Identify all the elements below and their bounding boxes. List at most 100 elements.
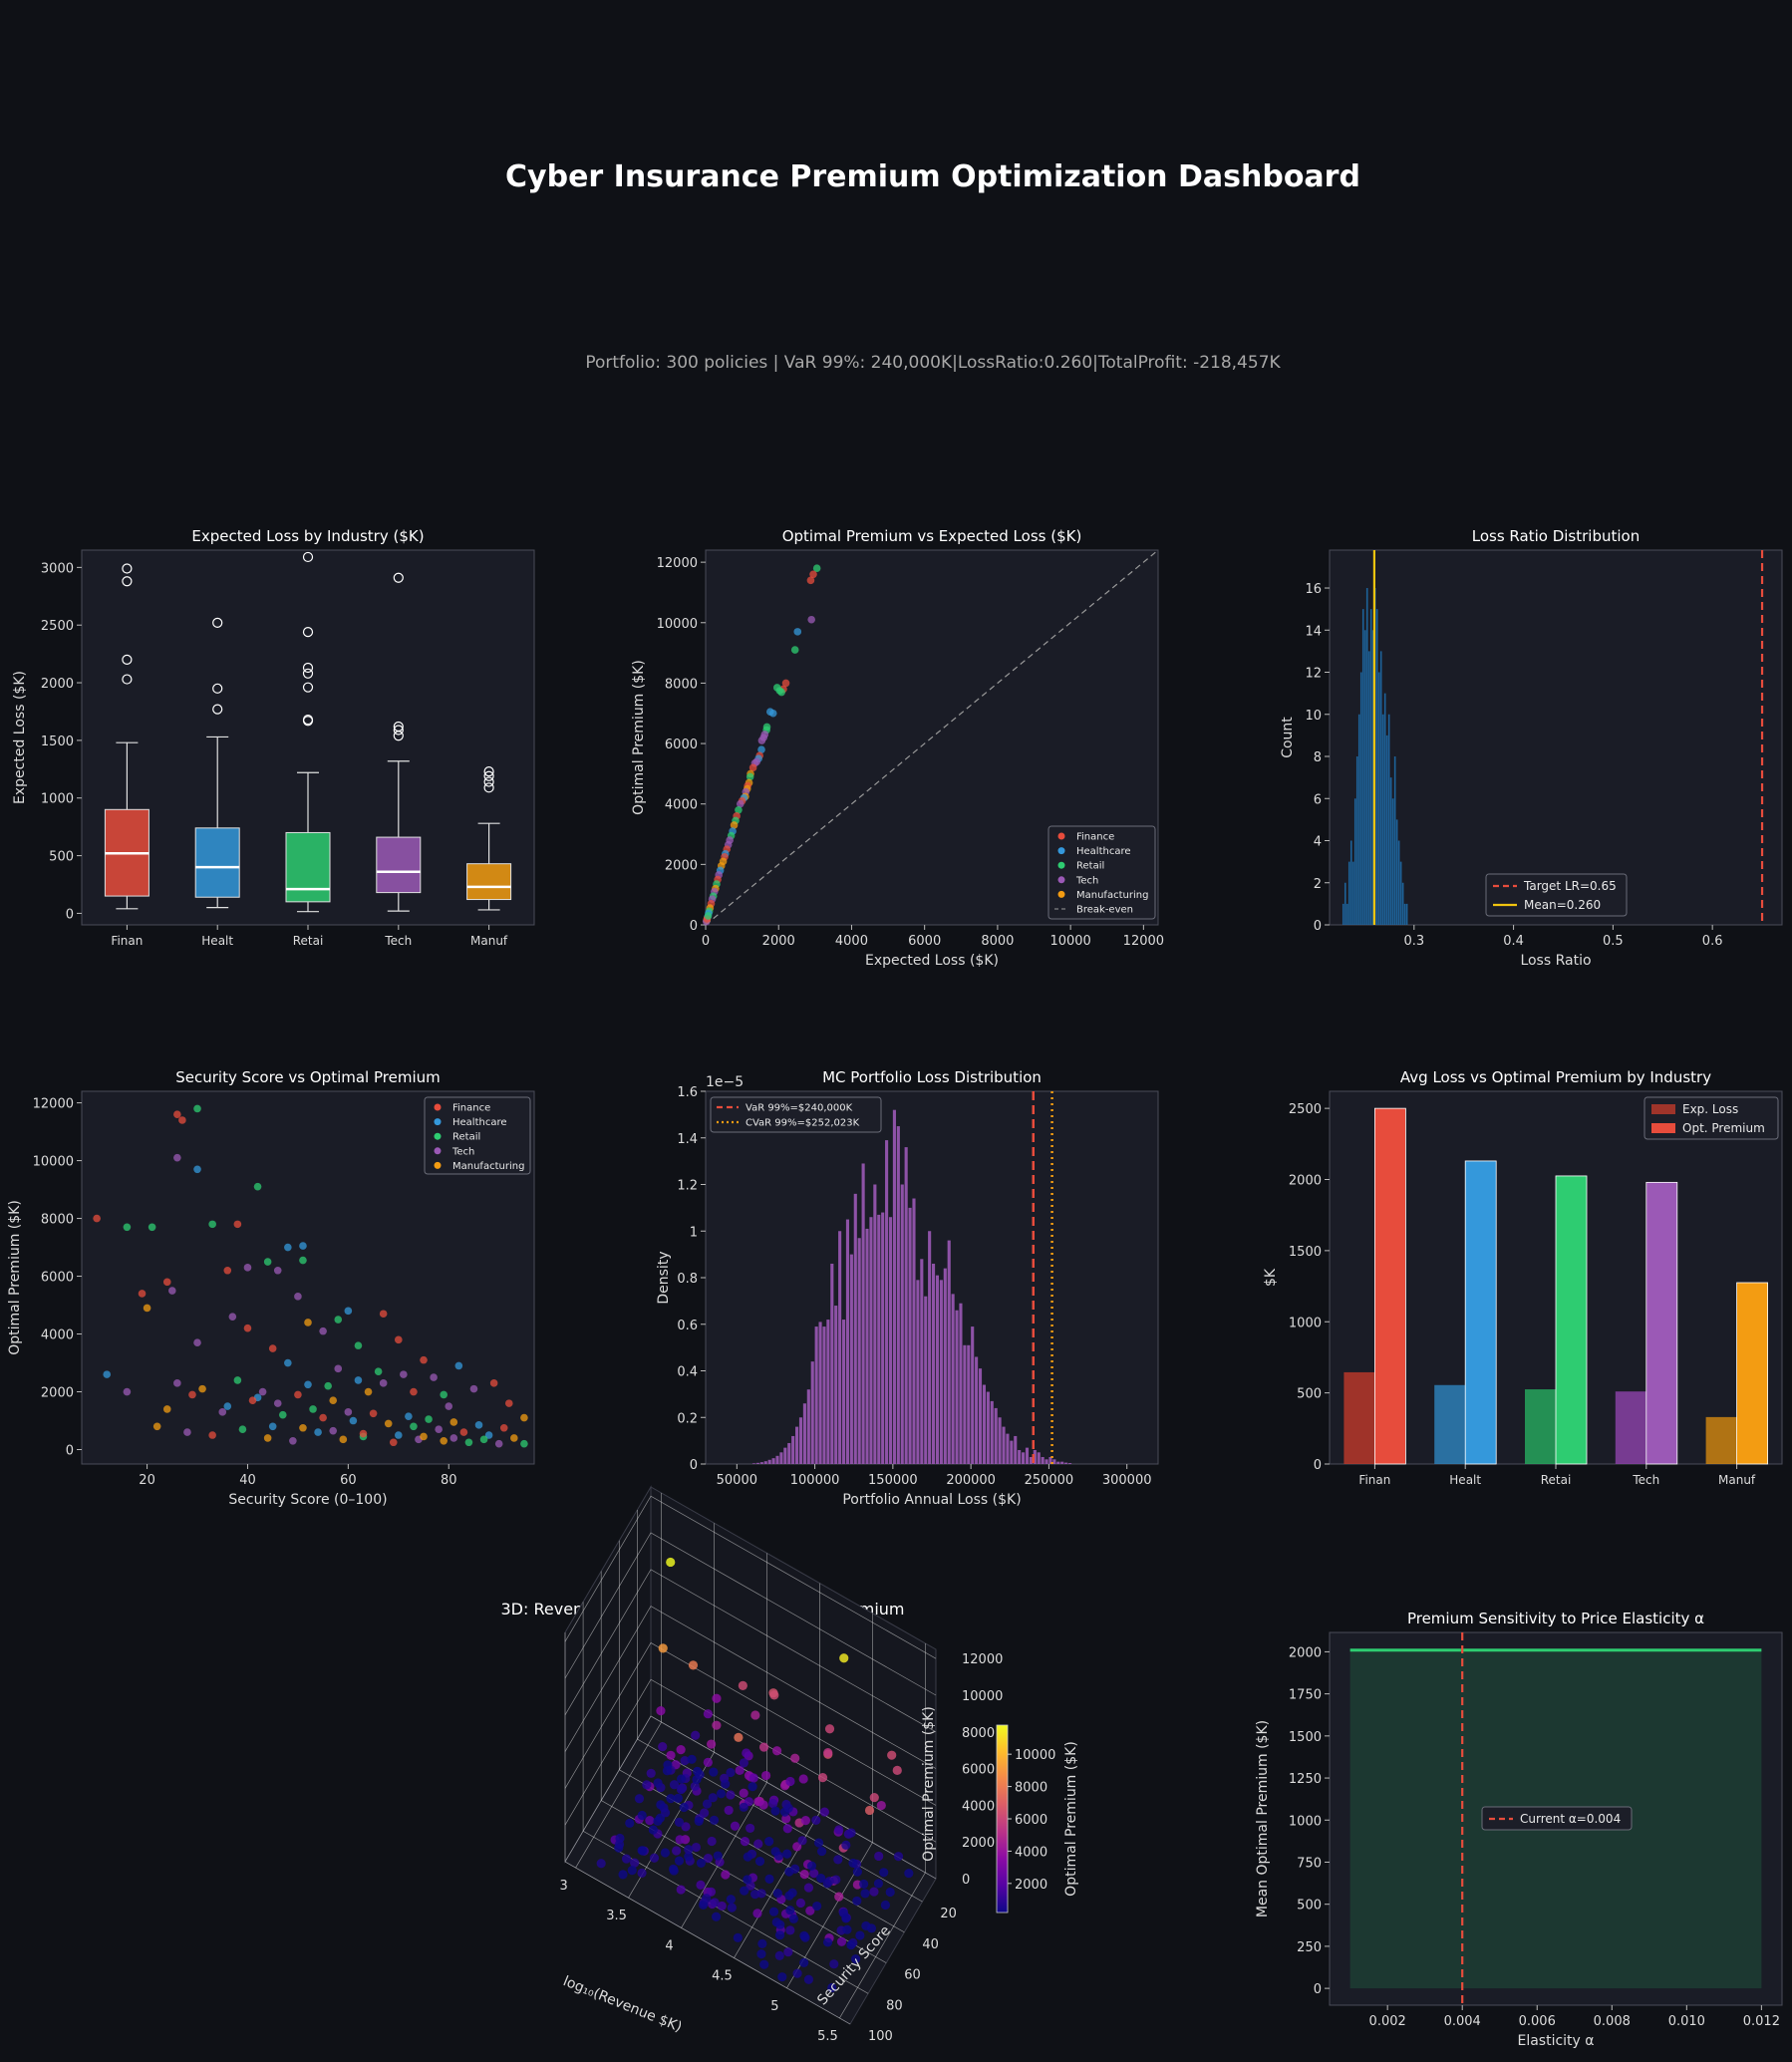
hist-bar: [1045, 1459, 1048, 1464]
x-tick-label: 4.5: [712, 1969, 733, 1984]
hist-bar: [1342, 903, 1344, 925]
scatter-point: [746, 772, 754, 781]
chart-title: Avg Loss vs Optimal Premium by Industry: [1400, 1068, 1711, 1086]
scatter-point: [499, 1423, 508, 1432]
y-tick-label: 12: [1305, 667, 1322, 682]
scatter3d-point: [743, 1852, 752, 1862]
x-tick-label: 0.004: [1444, 2014, 1481, 2029]
box-flier: [393, 572, 404, 583]
scatter3d-point: [771, 1746, 782, 1756]
hist-bar: [849, 1254, 853, 1464]
box-manuf: [466, 863, 512, 901]
hist-bar: [885, 1140, 889, 1464]
hist-bar: [978, 1368, 983, 1464]
y-tick-label: 1.2: [677, 1179, 698, 1194]
y-tick-label: 6000: [41, 1271, 74, 1286]
scatter-point: [294, 1293, 302, 1301]
scatter-point: [248, 1396, 257, 1405]
box-retai: [285, 831, 331, 903]
z-tick-label: 0: [962, 1873, 970, 1888]
hist-bar: [1381, 714, 1384, 925]
hist-bar: [814, 1326, 818, 1464]
scatter3d-point: [674, 1856, 685, 1866]
x-tick-label: 0.002: [1369, 2014, 1406, 2029]
y-tick-label: 250: [1297, 1940, 1322, 1955]
y-tick-label: 10: [1305, 709, 1322, 724]
scatter-point: [243, 1264, 252, 1272]
scatter3d-point: [738, 1680, 747, 1690]
hist-bar: [1006, 1433, 1010, 1464]
colorbar-tick-label: 6000: [1015, 1813, 1047, 1828]
hist-bar: [943, 1268, 947, 1464]
scatter-point: [389, 1438, 398, 1447]
box-flier: [302, 662, 314, 674]
hist-bar: [920, 1259, 924, 1464]
scatter-point: [405, 1412, 413, 1420]
scatter3d-point: [746, 1823, 755, 1834]
hist-bar: [869, 1217, 873, 1464]
bar-exp-loss: [1615, 1391, 1646, 1464]
scatter3d-point: [785, 1906, 795, 1915]
scatter3d-point: [694, 1816, 704, 1827]
scatter-point: [314, 1428, 322, 1436]
box-flier: [212, 704, 223, 715]
scatter-point: [193, 1165, 201, 1174]
hist-bar: [1064, 1462, 1068, 1464]
hist-bar: [881, 1212, 885, 1464]
y-tick-label: 80: [886, 1998, 903, 2013]
hist-bar: [1056, 1461, 1060, 1464]
x-axis-label: Expected Loss ($K): [865, 953, 999, 969]
scatter3d-point: [813, 1838, 824, 1848]
x-tick-label: 0.012: [1743, 2014, 1780, 2029]
scatter3d-point: [637, 1810, 647, 1821]
box-tech: [376, 836, 422, 894]
hist-bar: [1002, 1426, 1006, 1464]
scatter-point: [395, 1335, 403, 1344]
x-tick-label: 12000: [1123, 934, 1164, 949]
x-tick-label: 5: [770, 1999, 778, 2014]
y-tick-label: 2000: [1289, 1174, 1322, 1189]
scatter3d-point: [790, 1864, 800, 1874]
hist-bar: [1401, 882, 1404, 925]
x-tick-label: 150000: [868, 1473, 918, 1488]
y-tick-label: 500: [1297, 1387, 1322, 1402]
x-tick-label: Tech: [384, 934, 412, 948]
scatter3d-point: [739, 1758, 748, 1768]
scatter-point: [273, 1399, 282, 1407]
legend-frame: [710, 1096, 882, 1133]
z-axis-label: Optimal Premium ($K): [921, 1706, 937, 1862]
scatter-point: [379, 1379, 388, 1387]
hist-bar: [928, 1231, 932, 1464]
hist-bar: [1010, 1440, 1014, 1464]
scatter-point: [369, 1409, 378, 1418]
legend: Finance Healthcare Retail Tech Manufacturing…: [1047, 825, 1156, 920]
scatter-point: [772, 684, 781, 692]
legend-label: Tech: [1075, 875, 1098, 886]
y-tick-label: 0: [1314, 919, 1322, 934]
scatter-point: [464, 1438, 473, 1447]
x-tick-label: 6000: [908, 934, 941, 949]
hist-bar: [1363, 630, 1366, 925]
scatter3d-point: [638, 1846, 648, 1856]
scatter3d-point: [803, 1883, 814, 1893]
y-axis-label: Mean Optimal Premium ($K): [1255, 1720, 1271, 1917]
scatter3d-point: [772, 1889, 782, 1899]
scatter-point: [193, 1104, 201, 1113]
y-tick-label: 12000: [33, 1097, 74, 1112]
scatter3d-point: [799, 1870, 809, 1880]
box-flier: [483, 770, 494, 781]
hist-bar: [1365, 588, 1368, 925]
scatter3d-point: [797, 1836, 807, 1846]
y-tick-label: 2000: [665, 858, 698, 873]
scatter-point: [766, 708, 774, 717]
hist-bar: [912, 1198, 916, 1464]
scatter3d-point: [768, 1907, 779, 1916]
hist-bar: [1369, 609, 1372, 925]
box-flier: [302, 682, 314, 693]
scatter3d-point: [658, 1643, 668, 1653]
hist-bar: [1359, 672, 1362, 925]
scatter-point: [420, 1355, 428, 1364]
scatter-point: [162, 1278, 171, 1287]
scatter-point: [469, 1384, 478, 1393]
scatter3d-point: [774, 1930, 785, 1940]
